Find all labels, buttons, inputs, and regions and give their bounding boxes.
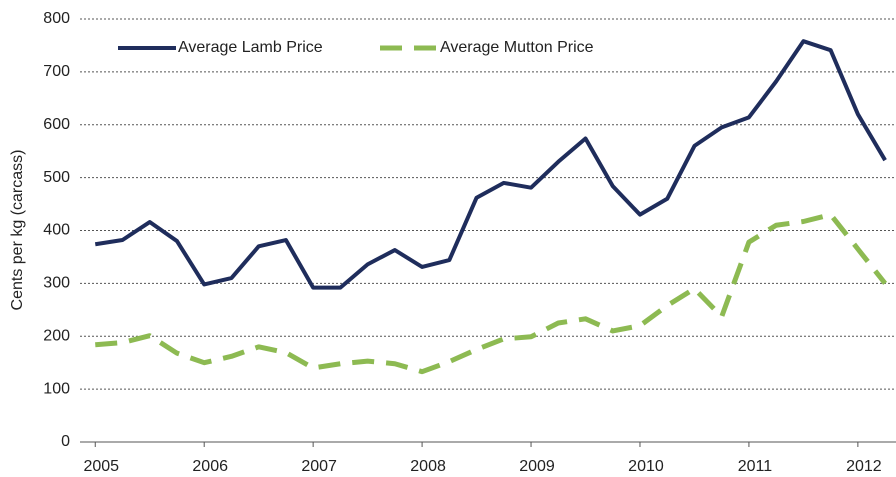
line-series [94,39,887,290]
legend-label: Average Mutton Price [440,39,594,56]
line-series [95,212,888,375]
y-tick-label: 800 [43,10,70,27]
y-axis-label: Cents per kg (carcass) [9,150,26,311]
y-tick-label: 300 [43,275,70,292]
y-tick-label: 0 [61,433,70,450]
y-tick-label: 100 [43,380,70,397]
x-tick-label: 2006 [192,458,228,475]
y-tick-label: 500 [43,169,70,186]
x-tick-label: 2005 [83,458,119,475]
y-tick-label: 400 [43,222,70,239]
x-tick-label: 2010 [628,458,664,475]
y-tick-label: 200 [43,327,70,344]
x-tick-label: 2007 [301,458,337,475]
legend-label: Average Lamb Price [178,39,323,56]
x-tick-label: 2012 [846,458,882,475]
y-tick-label: 600 [43,116,70,133]
y-tick-label: 700 [43,63,70,80]
x-tick-label: 2009 [519,458,555,475]
x-tick-label: 2011 [738,458,773,475]
x-tick-label: 2008 [410,458,446,475]
